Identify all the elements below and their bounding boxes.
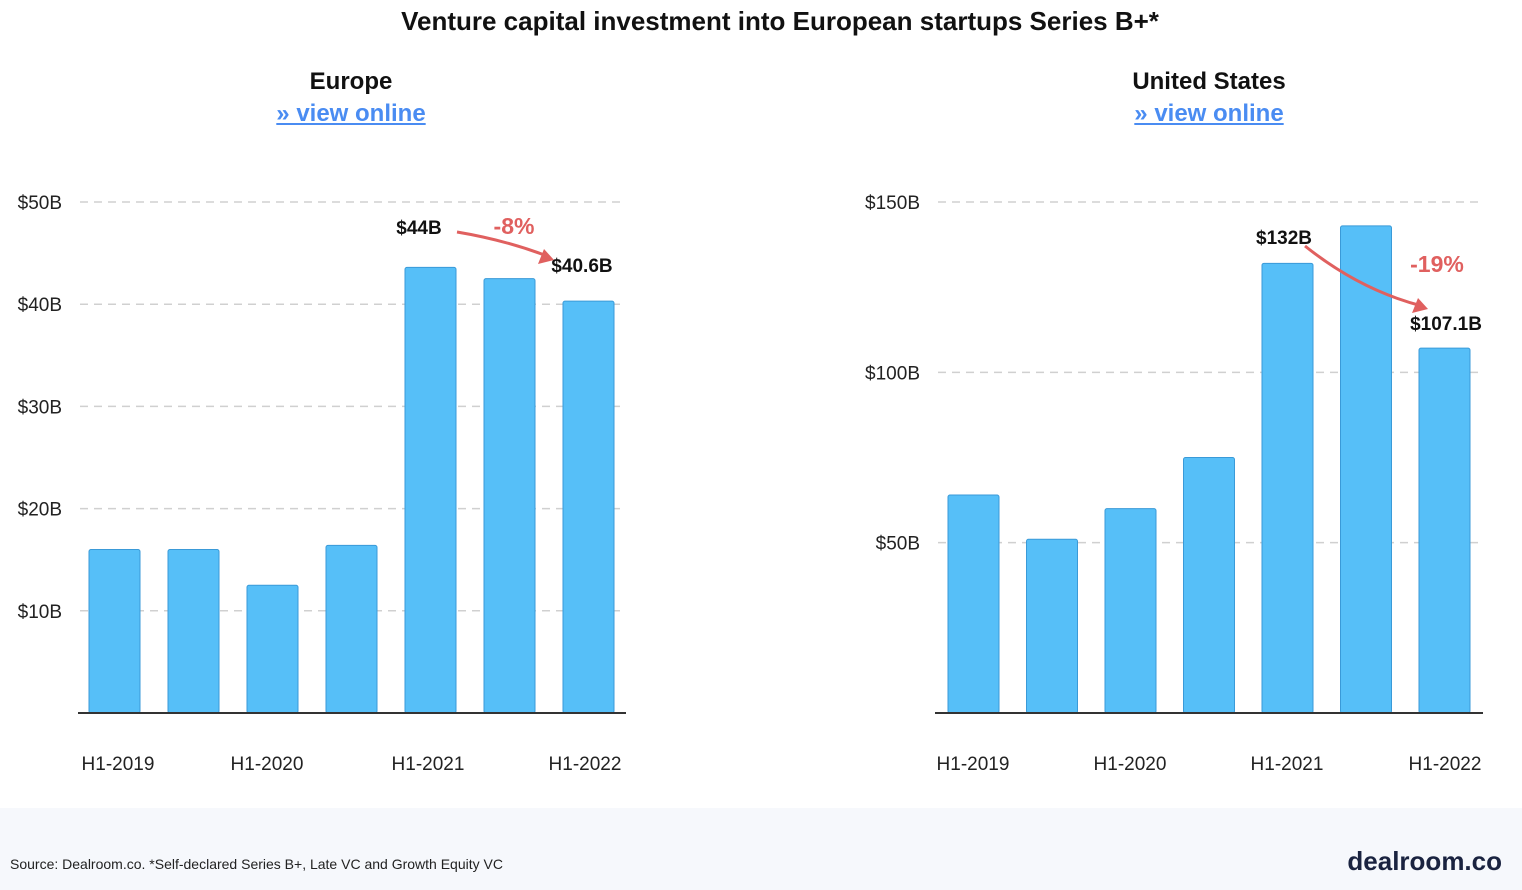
europe-x-tick-label: H1-2021	[392, 754, 465, 775]
europe-y-tick-label: $30B	[18, 397, 62, 418]
us-annotation-arrow	[1304, 244, 1423, 308]
europe-view-online-link[interactable]: » view online	[276, 100, 426, 127]
europe-y-tick-label: $10B	[18, 602, 62, 623]
europe-bar-chart: $10B $20B $30B $40B $50B H1-2019 H1-2020 H1-202…	[18, 193, 626, 775]
europe-annotation-arrowhead	[538, 249, 554, 264]
europe-panel-title: Europe	[309, 68, 393, 95]
footer: Source: Dealroom.co. *Self-declared Seri…	[0, 808, 1522, 890]
chart-main-title: Venture capital investment into European…	[401, 6, 1159, 36]
us-x-tick-label: H1-2020	[1094, 754, 1167, 775]
us-x-tick-label: H1-2022	[1409, 754, 1482, 775]
us-annotation-start-value: $132B	[1256, 228, 1312, 249]
europe-bar-H1-2020	[246, 584, 299, 714]
us-view-online-link[interactable]: » view online	[1134, 100, 1284, 127]
us-bar-chart: $50B $100B $150B H1-2019 H1-2020 H1-2021 H1-20…	[865, 193, 1483, 775]
us-y-tick-label: $100B	[865, 363, 920, 384]
us-panel-title: United States	[1132, 68, 1286, 95]
europe-bar-H2-2020	[325, 544, 378, 714]
us-y-tick-label: $50B	[876, 534, 920, 555]
europe-annotation-arrow	[456, 230, 548, 258]
us-bar-H1-2020	[1104, 508, 1157, 714]
europe-x-tick-label: H1-2020	[231, 754, 304, 775]
europe-annotation-end-value: $40.6B	[551, 256, 612, 277]
source-note: Source: Dealroom.co. *Self-declared Seri…	[10, 856, 503, 872]
us-x-tick-label: H1-2021	[1251, 754, 1324, 775]
europe-y-tick-label: $50B	[18, 193, 62, 214]
europe-y-tick-label: $20B	[18, 500, 62, 521]
us-annotation-end-value: $107.1B	[1410, 314, 1482, 335]
us-annotation-arrowhead	[1412, 298, 1428, 313]
us-bar-H1-2019	[947, 494, 1000, 714]
europe-bar-H1-2019	[88, 548, 141, 714]
us-y-tick-label: $150B	[865, 193, 920, 214]
dealroom-logo[interactable]: dealroom.co	[1347, 846, 1502, 876]
europe-y-tick-label: $40B	[18, 295, 62, 316]
us-annotation-change: -19%	[1410, 251, 1464, 277]
us-x-tick-label: H1-2019	[937, 754, 1010, 775]
europe-x-tick-label: H1-2019	[82, 754, 155, 775]
europe-annotation-start-value: $44B	[396, 218, 441, 239]
us-bar-H1-2022	[1418, 347, 1471, 714]
europe-bar-H1-2022	[562, 300, 615, 714]
europe-x-tick-label: H1-2022	[549, 754, 622, 775]
us-bar-H2-2020	[1183, 457, 1235, 714]
us-bar-H2-2019	[1026, 538, 1078, 714]
europe-bar-H2-2019	[167, 548, 220, 714]
us-bar-H1-2021	[1261, 262, 1314, 714]
us-bar-H2-2021	[1340, 225, 1392, 714]
europe-bar-H2-2021	[483, 278, 536, 714]
europe-bar-H1-2021	[404, 266, 457, 714]
europe-annotation-change: -8%	[494, 213, 535, 239]
